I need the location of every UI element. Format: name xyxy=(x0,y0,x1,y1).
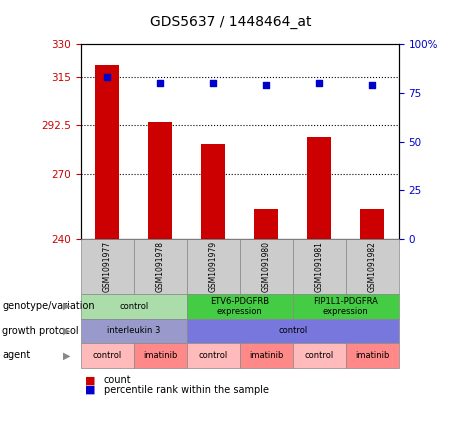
Bar xyxy=(254,209,278,239)
Text: GSM1091980: GSM1091980 xyxy=(262,241,271,292)
Text: count: count xyxy=(104,375,131,385)
Text: control: control xyxy=(93,351,122,360)
Point xyxy=(315,80,323,87)
Text: control: control xyxy=(119,302,148,311)
Text: agent: agent xyxy=(2,350,30,360)
Text: imatinib: imatinib xyxy=(249,351,284,360)
Text: growth protocol: growth protocol xyxy=(2,326,79,336)
Text: control: control xyxy=(199,351,228,360)
Text: imatinib: imatinib xyxy=(143,351,177,360)
Point xyxy=(262,82,270,89)
Text: GSM1091982: GSM1091982 xyxy=(368,241,377,292)
Bar xyxy=(148,122,172,239)
Text: ▶: ▶ xyxy=(63,350,71,360)
Text: GSM1091978: GSM1091978 xyxy=(156,241,165,292)
Text: control: control xyxy=(305,351,334,360)
Text: ■: ■ xyxy=(85,385,96,395)
Bar xyxy=(307,137,331,239)
Bar xyxy=(201,144,225,239)
Point xyxy=(156,80,164,87)
Point xyxy=(368,82,376,89)
Text: GSM1091977: GSM1091977 xyxy=(103,241,112,292)
Text: interleukin 3: interleukin 3 xyxy=(107,326,160,335)
Text: ▶: ▶ xyxy=(63,301,71,311)
Bar xyxy=(95,65,119,239)
Point xyxy=(209,80,217,87)
Text: percentile rank within the sample: percentile rank within the sample xyxy=(104,385,269,395)
Text: imatinib: imatinib xyxy=(355,351,390,360)
Text: control: control xyxy=(278,326,307,335)
Bar xyxy=(361,209,384,239)
Text: GDS5637 / 1448464_at: GDS5637 / 1448464_at xyxy=(150,15,311,29)
Point xyxy=(103,74,111,81)
Text: GSM1091981: GSM1091981 xyxy=(315,241,324,292)
Text: ETV6-PDGFRB
expression: ETV6-PDGFRB expression xyxy=(210,297,269,316)
Text: GSM1091979: GSM1091979 xyxy=(209,241,218,292)
Text: ▶: ▶ xyxy=(63,326,71,336)
Text: FIP1L1-PDGFRA
expression: FIP1L1-PDGFRA expression xyxy=(313,297,378,316)
Text: genotype/variation: genotype/variation xyxy=(2,301,95,311)
Text: ■: ■ xyxy=(85,375,96,385)
